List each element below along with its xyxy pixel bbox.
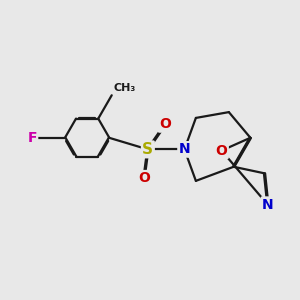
Text: O: O [159, 117, 171, 131]
Text: N: N [262, 198, 274, 212]
Text: S: S [142, 142, 153, 157]
Text: N: N [178, 142, 190, 156]
Text: CH₃: CH₃ [114, 83, 136, 93]
Text: F: F [27, 131, 37, 145]
Text: O: O [138, 171, 150, 185]
Text: O: O [216, 144, 227, 158]
